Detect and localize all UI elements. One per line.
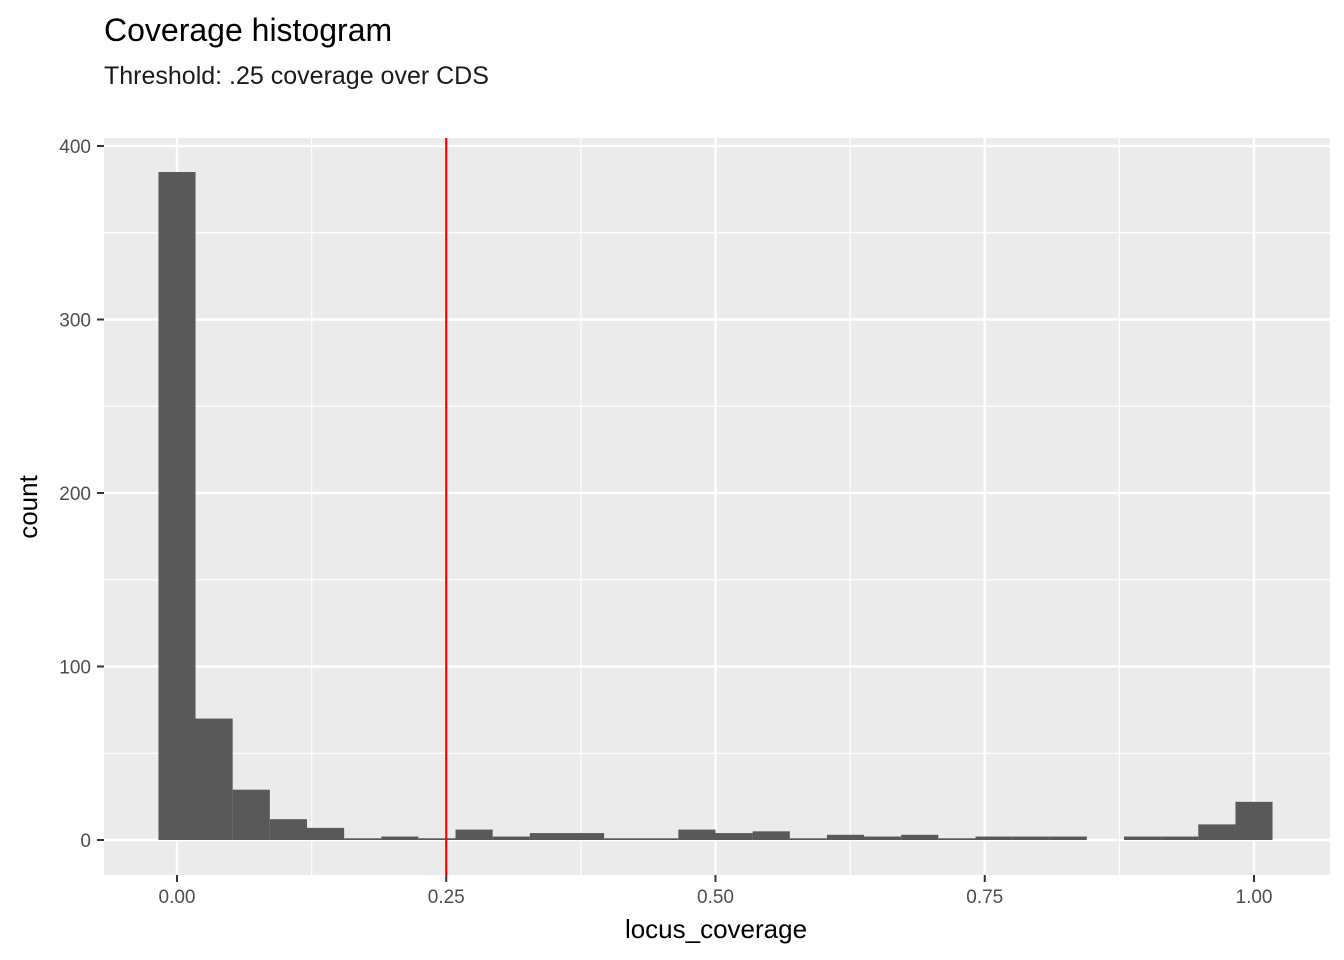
chart-subtitle: Threshold: .25 coverage over CDS — [104, 62, 489, 90]
histogram-bar — [901, 834, 939, 840]
x-tick-label: 0.00 — [159, 887, 196, 908]
minor-gridlines — [104, 138, 1330, 875]
x-tick-label: 0.50 — [697, 887, 734, 908]
histogram-bar — [789, 838, 827, 840]
histogram-bar — [1198, 824, 1236, 840]
histogram-bar — [269, 819, 307, 840]
histogram-bar — [455, 829, 493, 840]
histogram-bar — [715, 833, 753, 840]
histogram-bar — [1124, 836, 1162, 840]
histogram-bar — [1012, 836, 1050, 840]
histogram-bar — [381, 836, 419, 840]
x-tick-label: 1.00 — [1236, 887, 1273, 908]
x-tick-label: 0.75 — [966, 887, 1003, 908]
histogram-bar — [306, 827, 345, 840]
histogram-bar — [864, 836, 902, 840]
histogram-bar — [1049, 836, 1087, 840]
y-tick-label: 400 — [59, 137, 91, 158]
y-axis-title: count — [13, 474, 43, 538]
y-tick-label: 0 — [80, 831, 91, 852]
histogram-bar — [641, 838, 679, 840]
y-axis: 0 100 200 300 400 — [59, 137, 104, 852]
y-tick-label: 300 — [59, 311, 91, 332]
histogram-bar — [418, 838, 456, 840]
histogram-bar — [344, 838, 382, 840]
y-tick-label: 100 — [59, 658, 91, 679]
plot-panel — [104, 138, 1330, 875]
histogram-bar — [1235, 801, 1273, 840]
histogram-bar — [938, 838, 976, 840]
histogram-bar — [158, 172, 196, 840]
histogram-bar — [195, 718, 233, 840]
histogram-bar — [566, 833, 605, 840]
histogram-bar — [1161, 836, 1199, 840]
histogram-bar — [529, 833, 567, 840]
histogram-bar — [232, 789, 270, 840]
histogram-bar — [604, 838, 642, 840]
x-tick-label: 0.25 — [428, 887, 465, 908]
x-axis: 0.00 0.25 0.50 0.75 1.00 — [159, 875, 1273, 908]
x-axis-title: locus_coverage — [625, 914, 807, 944]
histogram-bar — [826, 834, 865, 840]
y-tick-label: 200 — [59, 484, 91, 505]
histogram-bar — [975, 836, 1013, 840]
histogram-bar — [752, 831, 790, 840]
histogram-bar — [678, 829, 716, 840]
histogram-bars — [158, 172, 1273, 840]
histogram-bar — [492, 836, 530, 840]
chart-title: Coverage histogram — [104, 12, 392, 48]
